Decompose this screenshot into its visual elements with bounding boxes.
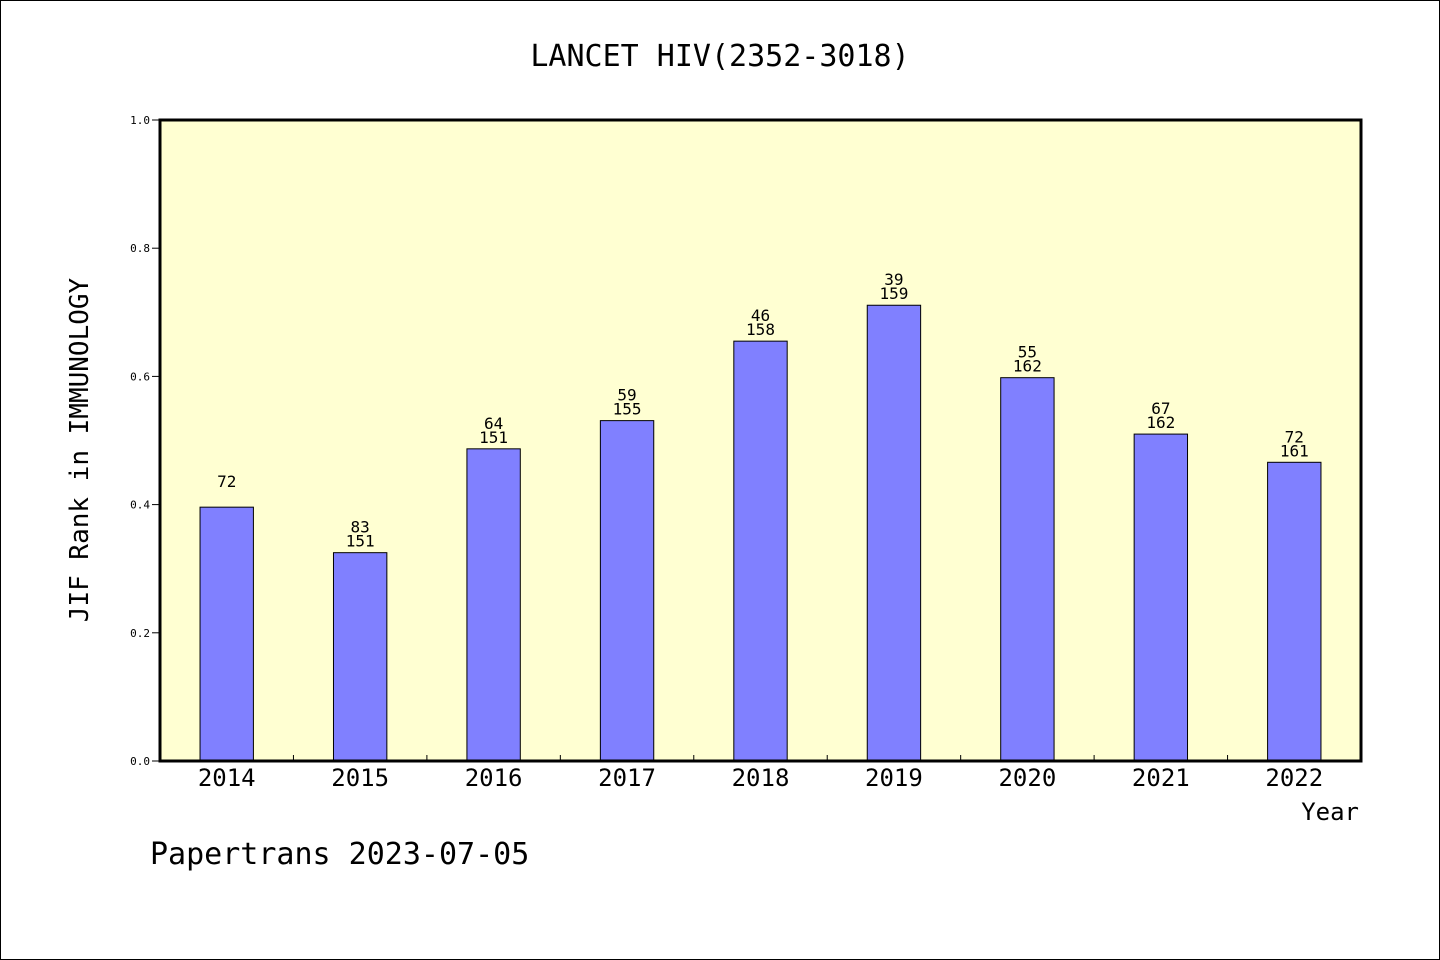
x-tick-label-2015: 2015 xyxy=(331,764,389,792)
data-label-total-2015: 151 xyxy=(346,532,375,551)
bar-2017 xyxy=(599,420,655,762)
footer-credit: Papertrans 2023-07-05 xyxy=(150,837,529,872)
data-label-total-2021: 162 xyxy=(1146,413,1175,432)
x-axis-label: Year xyxy=(1301,798,1359,826)
bar-2015 xyxy=(332,552,388,762)
data-label-total-2017: 155 xyxy=(613,400,642,419)
data-label-total-2022: 161 xyxy=(1280,441,1309,460)
data-label-total-2016: 151 xyxy=(479,428,508,447)
data-label-rank-2015: 83 xyxy=(351,518,370,537)
x-tick-label-2018: 2018 xyxy=(732,764,790,792)
y-tick-label: 0.8 xyxy=(130,242,150,255)
y-tick-label: 0.4 xyxy=(130,499,150,512)
data-label-rank-2020: 55 xyxy=(1018,343,1037,362)
x-tick-label-2017: 2017 xyxy=(598,764,656,792)
y-tick-label: 0.0 xyxy=(130,755,150,768)
data-label-rank-2014: 72 xyxy=(217,472,236,491)
data-label-total-2020: 162 xyxy=(1013,357,1042,376)
data-label-rank-2017: 59 xyxy=(617,386,636,405)
chart-title: LANCET HIV(2352-3018) xyxy=(530,39,909,74)
bar-2021 xyxy=(1133,433,1189,762)
x-tick-label-2020: 2020 xyxy=(998,764,1056,792)
x-tick-label-2022: 2022 xyxy=(1265,764,1323,792)
plot-border xyxy=(158,118,1363,763)
y-tick-label: 0.2 xyxy=(130,627,150,640)
x-tick-label-2014: 2014 xyxy=(198,764,256,792)
data-label-rank-2016: 64 xyxy=(484,414,503,433)
x-tick-label-2019: 2019 xyxy=(865,764,923,792)
data-label-rank-2021: 67 xyxy=(1151,399,1170,418)
bar-2016 xyxy=(466,448,521,762)
data-label-total-2018: 158 xyxy=(746,320,775,339)
y-tick-label: 0.6 xyxy=(130,370,150,383)
data-label-total-2019: 159 xyxy=(879,284,908,303)
data-label-rank-2018: 46 xyxy=(751,306,770,325)
bar-2022 xyxy=(1267,461,1322,762)
x-tick-label-2021: 2021 xyxy=(1132,764,1190,792)
y-tick-label: 1.0 xyxy=(130,114,150,127)
x-tick-label-2016: 2016 xyxy=(465,764,523,792)
y-axis-label: JIF Rank in IMMUNOLOGY xyxy=(65,277,95,622)
bar-2018 xyxy=(733,340,788,762)
bar-2019 xyxy=(866,304,922,762)
data-label-rank-2022: 72 xyxy=(1285,427,1304,446)
data-label-rank-2019: 39 xyxy=(884,270,903,289)
bar-2014 xyxy=(199,506,254,762)
bar-2020 xyxy=(1000,377,1055,762)
